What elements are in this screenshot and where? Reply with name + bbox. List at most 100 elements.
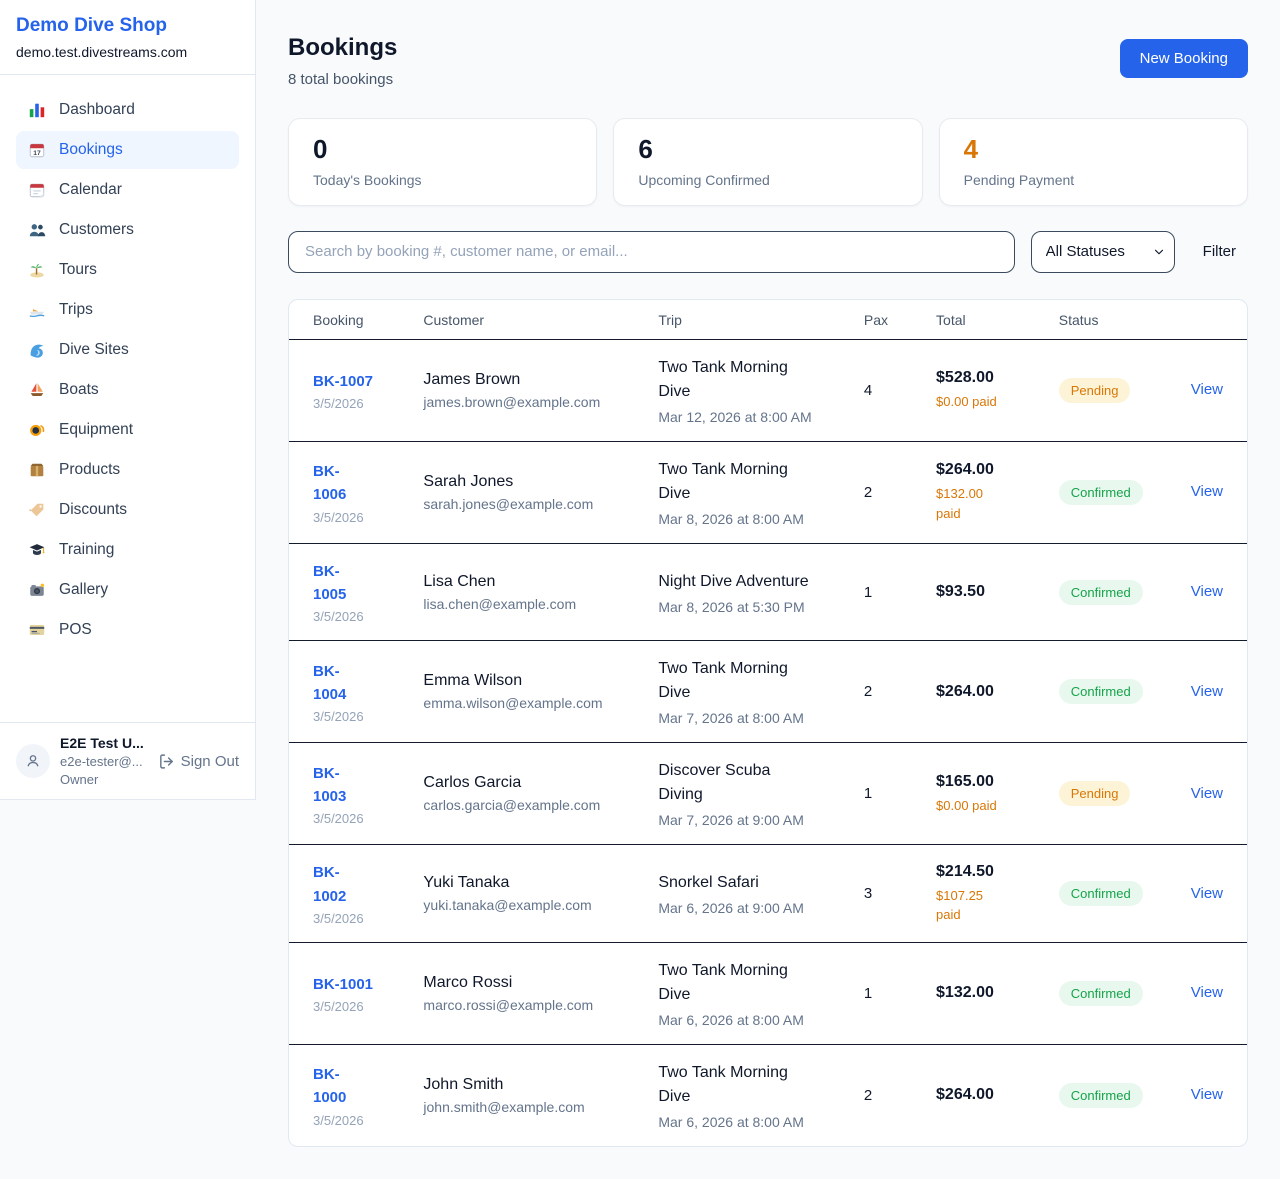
sidebar-item-training[interactable]: Training xyxy=(16,531,239,569)
view-link[interactable]: View xyxy=(1190,682,1223,700)
table-row[interactable]: BK- 1005 3/5/2026 Lisa Chen lisa.chen@ex… xyxy=(289,543,1247,641)
booking-id-link[interactable]: BK- 1006 xyxy=(313,463,347,504)
customer-email: marco.rossi@example.com xyxy=(423,996,594,1013)
paid-amount: $107.25 paid xyxy=(936,887,984,923)
table-row[interactable]: BK- 1004 3/5/2026 Emma Wilson emma.wilso… xyxy=(289,640,1247,743)
pax-count: 4 xyxy=(863,381,873,399)
user-info: E2E Test U... e2e-tester@... Owner xyxy=(60,735,148,787)
user-email: e2e-tester@... xyxy=(60,754,143,769)
booking-id-link[interactable]: BK- 1000 xyxy=(313,1066,347,1107)
total-amount: $528.00 xyxy=(936,369,994,387)
trip-datetime: Mar 7, 2026 at 9:00 AM xyxy=(658,812,804,829)
stat-label: Today's Bookings xyxy=(313,171,422,188)
view-link[interactable]: View xyxy=(1190,1086,1223,1104)
status-badge: Pending xyxy=(1058,377,1131,403)
sidebar-item-trips[interactable]: Trips xyxy=(16,291,239,329)
trip-name: Two Tank Morning Dive xyxy=(658,961,788,1003)
booking-id-link[interactable]: BK- 1003 xyxy=(313,764,347,805)
table-row[interactable]: BK- 1003 3/5/2026 Carlos Garcia carlos.g… xyxy=(289,742,1247,845)
sidebar-item-label: Boats xyxy=(59,381,99,398)
user-role: Owner xyxy=(60,772,99,787)
view-link[interactable]: View xyxy=(1190,381,1223,399)
sidebar-item-label: Equipment xyxy=(59,421,134,438)
trip-datetime: Mar 6, 2026 at 9:00 AM xyxy=(658,900,804,917)
paid-amount: $0.00 paid xyxy=(936,797,997,813)
status-select-wrap: All Statuses xyxy=(1030,230,1175,273)
sidebar-item-customers[interactable]: Customers xyxy=(16,211,239,249)
status-badge: Confirmed xyxy=(1058,1082,1143,1108)
sidebar-item-dive-sites[interactable]: Dive Sites xyxy=(16,331,239,369)
total-amount: $93.50 xyxy=(936,583,985,601)
trip-name: Two Tank Morning Dive xyxy=(658,660,788,702)
column-header-status: Status xyxy=(1058,311,1099,328)
sign-out-button[interactable]: Sign Out xyxy=(158,753,239,770)
customer-name: Lisa Chen xyxy=(423,572,496,590)
speedboat-icon xyxy=(28,301,46,319)
view-link[interactable]: View xyxy=(1190,483,1223,501)
view-link[interactable]: View xyxy=(1190,784,1223,802)
view-link[interactable]: View xyxy=(1190,984,1223,1002)
sidebar-item-label: Tours xyxy=(59,261,97,278)
sidebar-item-gallery[interactable]: Gallery xyxy=(16,571,239,609)
stat-card-todays-bookings: 0 Today's Bookings xyxy=(288,118,598,206)
total-amount: $264.00 xyxy=(936,682,994,700)
trip-datetime: Mar 6, 2026 at 8:00 AM xyxy=(658,1011,804,1028)
sidebar-item-equipment[interactable]: Equipment xyxy=(16,411,239,449)
column-header-actions xyxy=(1167,300,1247,340)
sidebar-item-label: POS xyxy=(59,621,92,638)
table-row[interactable]: BK- 1000 3/5/2026 John Smith john.smith@… xyxy=(289,1044,1247,1146)
search-input[interactable] xyxy=(288,230,1015,273)
table-row[interactable]: BK- 1006 3/5/2026 Sarah Jones sarah.jone… xyxy=(289,441,1247,543)
brand-domain: demo.test.divestreams.com xyxy=(16,44,188,60)
booking-id-link[interactable]: BK-1007 xyxy=(313,372,374,390)
sidebar-item-bookings[interactable]: 17 Bookings xyxy=(16,131,239,169)
table-row[interactable]: BK-1001 3/5/2026 Marco Rossi marco.rossi… xyxy=(289,942,1247,1044)
package-icon xyxy=(28,461,46,479)
booking-date: 3/5/2026 xyxy=(313,609,364,625)
customer-name: Marco Rossi xyxy=(423,973,513,991)
diving-mask-icon xyxy=(28,421,46,439)
sidebar-item-discounts[interactable]: Discounts xyxy=(16,491,239,529)
view-link[interactable]: View xyxy=(1190,884,1223,902)
booking-id-link[interactable]: BK- 1005 xyxy=(313,562,347,604)
booking-id-link[interactable]: BK-1001 xyxy=(313,975,374,993)
credit-card-icon xyxy=(28,621,46,639)
page-title-block: Bookings 8 total bookings xyxy=(288,32,397,88)
customer-name: John Smith xyxy=(423,1075,504,1093)
sidebar-item-pos[interactable]: POS xyxy=(16,611,239,649)
person-icon xyxy=(24,752,42,770)
table-row[interactable]: BK- 1002 3/5/2026 Yuki Tanaka yuki.tanak… xyxy=(289,844,1247,943)
booking-date: 3/5/2026 xyxy=(313,709,364,725)
sailboat-icon xyxy=(28,381,46,399)
sidebar-item-tours[interactable]: Tours xyxy=(16,251,239,289)
bar-chart-icon xyxy=(28,101,46,119)
booking-id-link[interactable]: BK- 1004 xyxy=(313,662,347,703)
booking-id-link[interactable]: BK- 1002 xyxy=(313,864,347,905)
view-link[interactable]: View xyxy=(1190,583,1223,601)
customer-name: Yuki Tanaka xyxy=(423,874,510,892)
table-row[interactable]: BK-1007 3/5/2026 James Brown james.brown… xyxy=(289,339,1247,441)
stat-cards: 0 Today's Bookings 6 Upcoming Confirmed … xyxy=(288,118,1248,206)
pax-count: 2 xyxy=(863,483,873,501)
sign-out-label: Sign Out xyxy=(180,752,239,770)
trip-name: Night Dive Adventure xyxy=(658,572,809,590)
tag-icon xyxy=(28,501,46,519)
sidebar-item-calendar[interactable]: Calendar xyxy=(16,171,239,209)
customer-name: Emma Wilson xyxy=(423,672,523,690)
status-filter-select[interactable]: All Statuses xyxy=(1030,230,1175,273)
sidebar-item-label: Products xyxy=(59,461,121,478)
filter-button[interactable]: Filter xyxy=(1191,235,1248,268)
user-name: E2E Test U... xyxy=(60,735,144,751)
camera-icon xyxy=(28,581,46,599)
trip-name: Two Tank Morning Dive xyxy=(658,460,788,502)
new-booking-button[interactable]: New Booking xyxy=(1119,39,1248,78)
sidebar-item-boats[interactable]: Boats xyxy=(16,371,239,409)
sidebar-item-dashboard[interactable]: Dashboard xyxy=(16,91,239,129)
customer-email: james.brown@example.com xyxy=(423,393,601,410)
customer-email: sarah.jones@example.com xyxy=(423,495,594,512)
sidebar-item-products[interactable]: Products xyxy=(16,451,239,489)
customer-name: James Brown xyxy=(423,370,521,388)
table-controls: All Statuses Filter xyxy=(288,230,1248,273)
trip-datetime: Mar 7, 2026 at 8:00 AM xyxy=(658,710,804,727)
booking-date: 3/5/2026 xyxy=(313,811,364,827)
